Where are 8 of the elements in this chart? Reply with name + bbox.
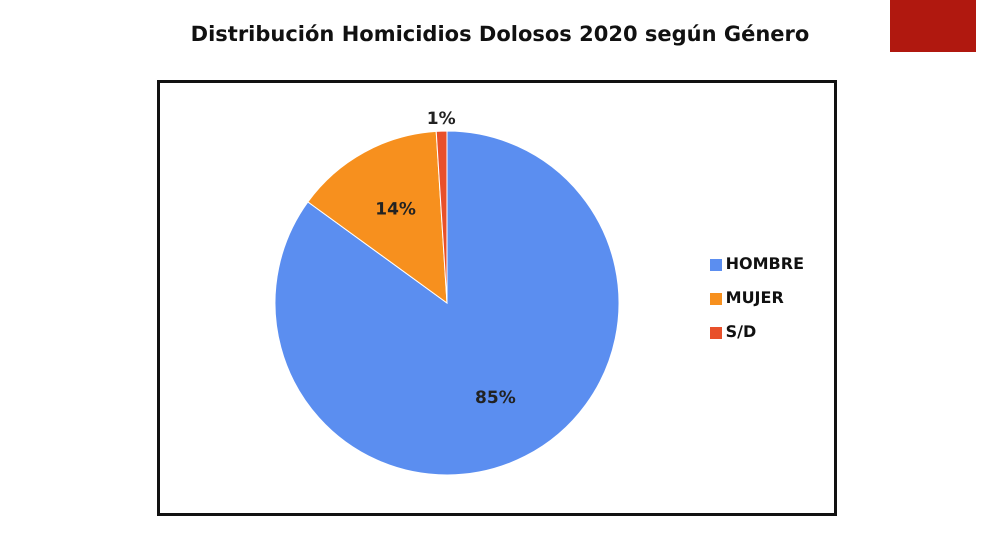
- legend-label: S/D: [726, 322, 756, 341]
- legend-label: MUJER: [726, 288, 784, 307]
- data-label: 85%: [475, 388, 516, 408]
- data-label: 1%: [426, 109, 456, 130]
- pie-slice: [274, 130, 620, 476]
- data-label: 14%: [375, 200, 416, 220]
- legend-label: HOMBRE: [726, 254, 804, 273]
- chart-title: Distribución Homicidios Dolosos 2020 según Género: [190, 22, 810, 46]
